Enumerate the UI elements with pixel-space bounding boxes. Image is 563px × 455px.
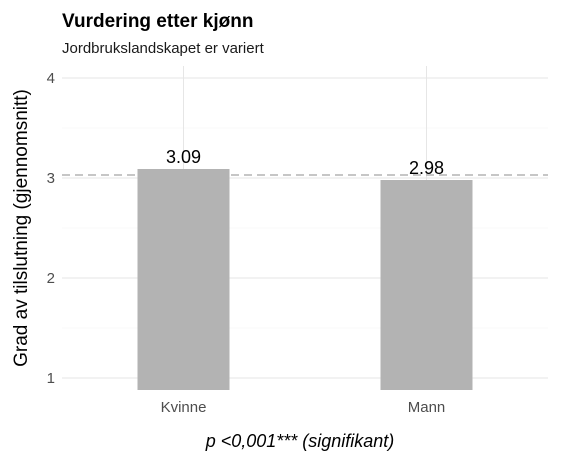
bars [137, 169, 473, 390]
x-axis-ticks: Kvinne Mann [161, 399, 446, 416]
significance-caption: p <0,001*** (signifikant) [205, 431, 395, 451]
y-tick-label: 3 [47, 170, 55, 187]
bar-mann [380, 180, 473, 390]
data-label-mann: 2.98 [409, 158, 444, 178]
y-tick-label: 4 [47, 70, 55, 87]
grid [62, 66, 548, 390]
x-tick-label: Kvinne [161, 399, 207, 416]
chart-title: Vurdering etter kjønn [62, 11, 253, 32]
data-label-kvinne: 3.09 [166, 147, 201, 167]
y-axis-ticks: 1 2 3 4 [47, 70, 55, 387]
chart-subtitle: Jordbrukslandskapet er variert [62, 40, 265, 57]
y-tick-label: 1 [47, 370, 55, 387]
x-tick-label: Mann [408, 399, 446, 416]
data-labels: 3.09 2.98 [166, 147, 444, 178]
y-tick-label: 2 [47, 270, 55, 287]
bar-kvinne [137, 169, 230, 390]
y-axis-label: Grad av tilslutning (gjennomsnitt) [11, 89, 32, 367]
